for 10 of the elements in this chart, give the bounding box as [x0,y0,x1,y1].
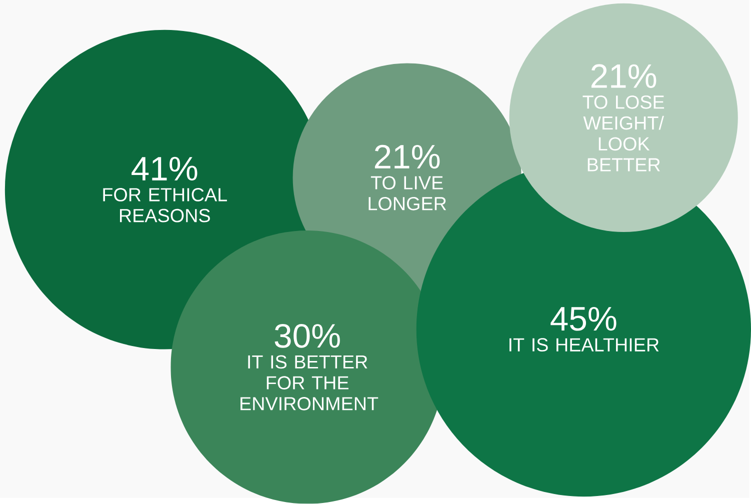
data-label: 41% [132,156,198,181]
category-label: TO LIVE LONGER [368,176,446,210]
category-label: FOR ETHICAL REASONS [103,188,227,222]
category-label: TO LOSE WEIGHT/ LOOK BETTER [582,96,664,172]
data-label: 45% [550,307,616,331]
category-label: IT IS BETTER FOR THE ENVIRONMENT [240,355,378,410]
data-label: 21% [374,144,440,169]
data-label: 30% [274,324,340,348]
data-label: 21% [591,64,656,88]
category-label: IT IS HEALTHIER [510,338,659,352]
